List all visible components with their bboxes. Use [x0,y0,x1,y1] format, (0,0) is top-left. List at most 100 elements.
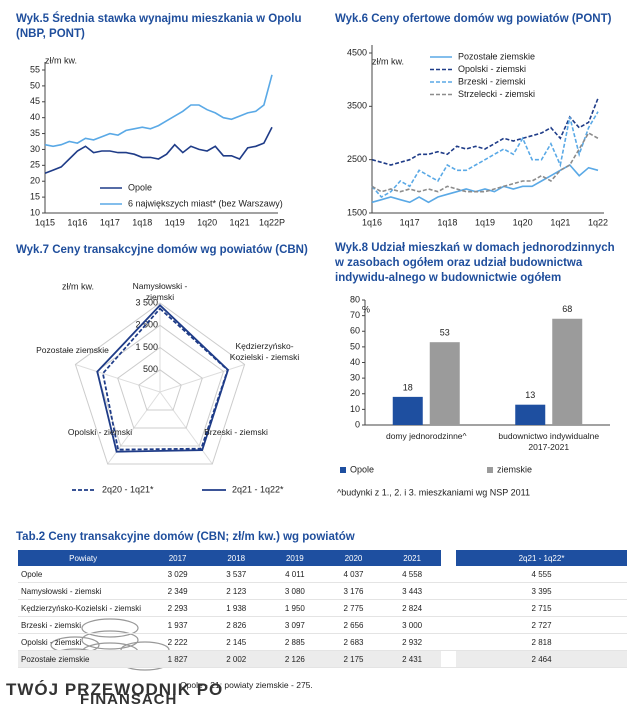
x-tick-label: budownictwo indywidualne 2017-2021 [498,431,600,452]
legend-label: Brzeski - ziemski [458,76,526,86]
r-tick-label: 500 [143,364,158,374]
cell: 2 349 [148,582,207,600]
cell: 4 555 [456,566,627,583]
row-label: Pozostałe ziemskie [18,650,149,668]
cell: 4 037 [324,566,383,583]
x-tick-label: 1q20 [513,217,533,227]
x-tick-label: 1q16 [67,217,87,227]
y-tick-label: 70 [350,310,360,320]
gap [441,566,457,583]
cell: 2 222 [148,633,207,651]
y-tick-label: 15 [30,191,40,201]
column-header: 2019 [265,550,325,566]
y-axis-label: % [362,304,370,314]
column-header: 2017 [148,550,207,566]
legend-label: 2q21 - 1q22* [232,484,284,494]
r-tick-label: 1 500 [135,342,158,352]
cell: 2 824 [382,599,442,617]
y-tick-label: 35 [30,128,40,138]
table: Powiaty 2017 2018 2019 2020 2021 2q21 - 1q22* O… [18,550,627,668]
x-tick-label: 1q17 [100,217,120,227]
x-tick-label: domy jednorodzinne^ [385,431,467,441]
cell: 2 932 [382,633,442,651]
bar [392,396,423,425]
cell: 3 000 [382,616,442,634]
cell: 1 937 [148,616,207,634]
line [44,74,273,148]
legend-swatch [487,467,493,473]
cell: 2 431 [382,650,442,668]
category-label: Opolski - ziemski [67,427,133,437]
y-tick-label: 30 [350,373,360,383]
category-label: Kędzierzyńsko-Kozielski - ziemski [229,341,300,362]
legend-label: Opole [350,464,374,474]
x-tick-label: 1q21 [230,217,250,227]
y-tick-label: 40 [30,112,40,122]
y-tick-label: 80 [350,294,360,304]
row-label: Namysłowski - ziemski [18,582,149,600]
y-tick-label: 50 [350,341,360,351]
x-tick-label: 1q18 [132,217,152,227]
line [371,111,599,199]
gap [441,550,457,566]
chart-title: Wyk.7 Ceny transakcyjne domów wg powiató… [16,244,308,256]
legend-swatch [340,467,346,473]
cell: 1 938 [206,599,266,617]
cell: 2 727 [456,616,627,634]
legend-label: Opole [128,182,152,192]
y-axis-label: zł/m kw. [62,281,94,291]
cell: 2 818 [456,633,627,651]
y-tick-label: 50 [30,80,40,90]
y-tick-label: 30 [30,144,40,154]
x-tick-label: 1q19 [165,217,185,227]
x-tick-label: 1q22 [588,217,608,227]
value-label: 53 [440,328,450,338]
cell: 3 176 [324,582,383,600]
y-axis-label: zł/m kw. [45,55,77,65]
x-tick-label: 1q17 [400,217,420,227]
column-header: 2020 [324,550,383,566]
row-label: Opolski - ziemski [18,633,149,651]
cell: 4 011 [265,566,325,583]
line [371,98,599,166]
y-tick-label: 1500 [347,207,367,217]
y-tick-label: 0 [355,419,360,429]
x-tick-label: 1q21 [550,217,570,227]
line [371,131,599,193]
gap [441,633,457,651]
legend-label: 6 największych miast* (bez Warszawy) [128,198,283,208]
y-tick-label: 2500 [347,154,367,164]
cell: 2 126 [265,650,325,668]
r-tick-label: 3 500 [135,297,158,307]
legend-label: 2q20 - 1q21* [102,484,154,494]
grid-ring [117,346,203,429]
cell: 2 885 [265,633,325,651]
column-header: 2021 [382,550,442,566]
legend-label: Pozostałe ziemskie [458,51,535,61]
cell: 3 097 [265,616,325,634]
column-header: 2q21 - 1q22* [456,550,627,566]
cell: 3 395 [456,582,627,600]
legend-label: Strzelecki - ziemski [458,89,535,99]
column-header: 2018 [206,550,266,566]
cell: 4 558 [382,566,442,583]
radar-line [96,304,230,453]
grid-ring [138,369,182,411]
x-tick-label: 1q19 [475,217,495,227]
row-label: Opole [18,566,149,583]
cell: 2 464 [456,650,627,668]
cell: 3 537 [206,566,266,583]
gap [441,650,457,668]
cell: 2 656 [324,616,383,634]
table-title: Tab.2 Ceny transakcyjne domów (CBN; zł/m… [16,531,355,543]
value-label: 68 [562,304,572,314]
watermark: FINANSACH [80,691,178,707]
x-tick-label: 1q18 [437,217,457,227]
cell: 2 826 [206,616,266,634]
y-tick-label: 55 [30,64,40,74]
grid-ring [74,302,246,465]
r-tick-label: 2 500 [135,320,158,330]
cell: 3 443 [382,582,442,600]
bar [429,342,460,425]
cell: 3 029 [148,566,207,583]
